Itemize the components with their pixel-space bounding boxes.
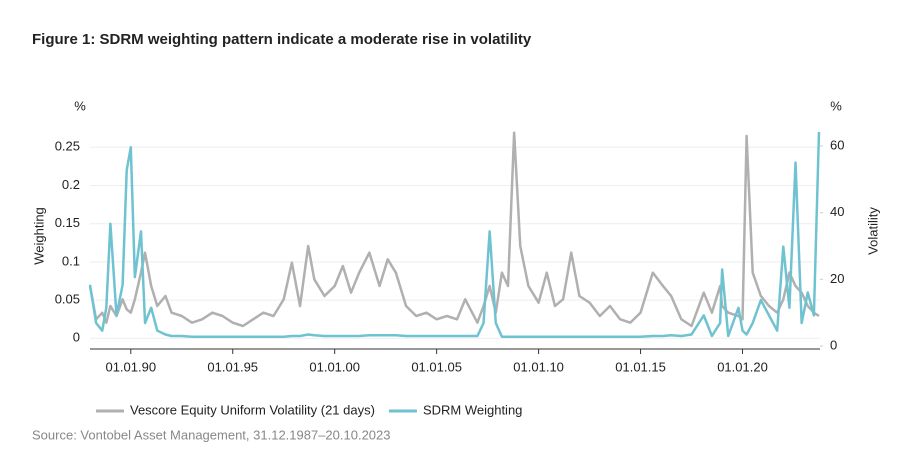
x-tick-label: 01.01.05 (411, 359, 462, 374)
y-tick-label: 0 (73, 330, 80, 345)
y-tick-label: 0.2 (62, 177, 80, 192)
series-line (88, 131, 821, 339)
y-axis-label: Weighting (31, 207, 46, 265)
y2-tick-label: 0 (830, 337, 837, 352)
x-tick-label: 01.01.90 (105, 359, 156, 374)
y2-unit: % (830, 98, 842, 113)
legend-label: Vescore Equity Uniform Volatility (21 da… (130, 402, 375, 417)
x-tick-label: 01.01.00 (309, 359, 360, 374)
y-tick-label: 0.05 (55, 292, 80, 307)
y2-tick-label: 60 (830, 137, 844, 152)
x-tick-label: 01.01.10 (513, 359, 564, 374)
x-tick-label: 01.01.15 (615, 359, 666, 374)
y-tick-label: 0.25 (55, 139, 80, 154)
x-tick-label: 01.01.20 (717, 359, 768, 374)
y2-tick-label: 20 (830, 271, 844, 286)
legend-label: SDRM Weighting (423, 402, 522, 417)
y-tick-label: 0.15 (55, 215, 80, 230)
source: Source: Vontobel Asset Management, 31.12… (32, 427, 391, 442)
y-tick-label: 0.1 (62, 253, 80, 268)
y-unit: % (74, 98, 86, 113)
y2-axis-label: Volatility (865, 207, 880, 255)
x-tick-label: 01.01.95 (207, 359, 258, 374)
y2-tick-label: 40 (830, 204, 844, 219)
chart-title: Figure 1: SDRM weighting pattern indicat… (32, 31, 532, 48)
series-line (88, 131, 820, 328)
